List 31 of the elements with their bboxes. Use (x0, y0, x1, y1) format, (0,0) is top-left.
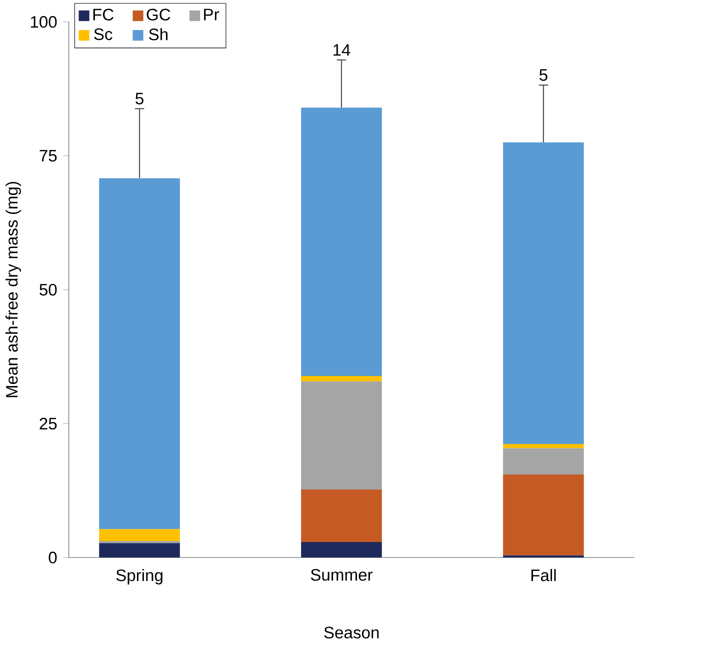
x-tick-label: Fall (531, 568, 556, 582)
bar (503, 142, 584, 444)
x-tick-label: Summer (310, 568, 373, 581)
bar (503, 448, 584, 474)
x-tick-label: Spring (116, 568, 162, 584)
y-tick-label: 25 (40, 418, 57, 430)
y-axis-title: Mean ash-free dry mass (mg) (6, 182, 21, 398)
x-axis-title: Season (324, 626, 379, 638)
annotation: 5 (136, 92, 144, 104)
y-tick-label: 100 (30, 16, 57, 28)
bar (301, 381, 382, 490)
bar (99, 540, 180, 544)
y-tick-label: 0 (48, 552, 57, 564)
legend-label: GC (146, 8, 170, 20)
bar (301, 542, 382, 558)
y-tick-label: 50 (40, 284, 57, 296)
bar (99, 178, 180, 530)
legend-label: Sh (149, 28, 168, 40)
annotation: 5 (540, 69, 548, 81)
bar (503, 444, 584, 448)
legend-label: Pr (204, 8, 220, 20)
bar (503, 474, 584, 556)
y-tick-label: 75 (40, 150, 57, 162)
legend-label: FC (93, 8, 114, 20)
legend-label: Sc (94, 28, 112, 40)
annotation: 14 (334, 44, 350, 56)
bar (301, 376, 382, 382)
bar (301, 108, 382, 376)
bar (301, 489, 382, 542)
bar (99, 543, 180, 558)
bar (99, 529, 180, 541)
